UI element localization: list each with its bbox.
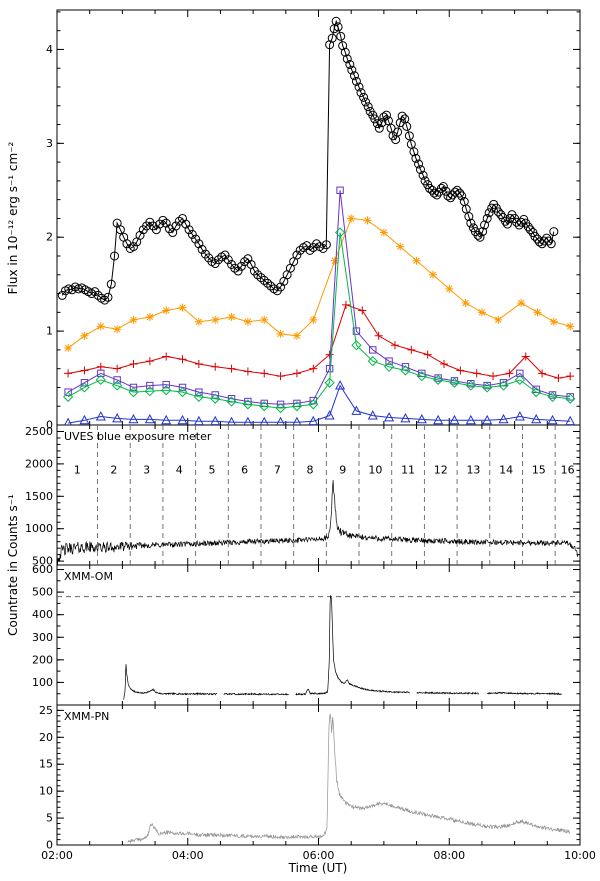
- ytick-label: 5: [46, 812, 53, 825]
- time-axis-label: Time (UT): [288, 861, 348, 875]
- series-red-plus: [64, 300, 575, 383]
- uves-group: 1 2 3 4 5 6 7 8 9 10 11 12 13 14 15 16: [57, 425, 579, 565]
- ytick-label: 20: [39, 731, 53, 744]
- exposure-number: 8: [307, 464, 314, 477]
- ytick-label: 500: [32, 586, 53, 599]
- ytick-label: 400: [32, 608, 53, 621]
- ytick-label: 15: [39, 758, 53, 771]
- ytick-label: 3: [46, 137, 53, 150]
- ytick-label: 4: [46, 43, 53, 56]
- exposure-number: 15: [532, 464, 546, 477]
- pn-panel-label: XMM-PN: [64, 710, 110, 723]
- ytick-label: 0: [46, 839, 53, 852]
- exposure-number: 12: [434, 464, 448, 477]
- exposure-number: 3: [143, 464, 150, 477]
- exposure-number: 4: [176, 464, 183, 477]
- panel-flux-frame: [56, 9, 581, 426]
- ytick-label: 600: [32, 563, 53, 576]
- series-green-diamonds: [63, 227, 576, 414]
- exposure-number: 13: [466, 464, 480, 477]
- series-orange-asterisks: [64, 214, 575, 353]
- xtick-label: 02:00: [41, 849, 73, 862]
- pn-group: [127, 713, 571, 844]
- exposure-number: 10: [368, 464, 382, 477]
- flux-axis-label: Flux in 10⁻¹² erg s⁻¹ cm⁻²: [6, 141, 20, 295]
- series-black-circles: [57, 16, 559, 305]
- ytick-label: 100: [32, 676, 53, 689]
- ytick-label: 2000: [25, 457, 53, 470]
- om-group: [57, 595, 580, 700]
- exposure-number: 7: [274, 464, 281, 477]
- exposure-number: 16: [561, 464, 575, 477]
- exposure-number: 1: [74, 464, 81, 477]
- ytick-label: 300: [32, 631, 53, 644]
- exposure-number: 9: [339, 464, 346, 477]
- ytick-label: 2: [46, 231, 53, 244]
- uves-panel-label: UVES blue exposure meter: [64, 430, 212, 443]
- ytick-label: 1: [46, 325, 53, 338]
- exposure-number: 5: [208, 464, 215, 477]
- ytick-label: 500: [32, 555, 53, 568]
- exposure-number: 14: [499, 464, 513, 477]
- ytick-label: 25: [39, 704, 53, 717]
- series-blue-triangles: [64, 380, 576, 425]
- ytick-label: 10: [39, 785, 53, 798]
- exposure-number: 2: [110, 464, 117, 477]
- ytick-label: 0: [46, 419, 53, 432]
- flux-series-group: [57, 16, 576, 425]
- xtick-label: 06:00: [303, 849, 335, 862]
- exposure-number: 6: [241, 464, 248, 477]
- exposure-number: 11: [401, 464, 415, 477]
- ytick-label: 1000: [25, 522, 53, 535]
- ytick-label: 2500: [25, 425, 53, 438]
- ytick-label: 200: [32, 653, 53, 666]
- panel-xmm-pn-frame: [56, 704, 581, 846]
- xtick-label: 08:00: [433, 849, 465, 862]
- xtick-label: 04:00: [172, 849, 204, 862]
- xtick-label: 10:00: [564, 849, 596, 862]
- series-purple-squares: [64, 186, 574, 409]
- ytick-label: 1500: [25, 490, 53, 503]
- om-panel-label: XMM-OM: [64, 570, 113, 583]
- panel-xmm-om-frame: [56, 564, 581, 706]
- countrate-axis-label: Countrate in Counts s⁻¹: [6, 494, 20, 636]
